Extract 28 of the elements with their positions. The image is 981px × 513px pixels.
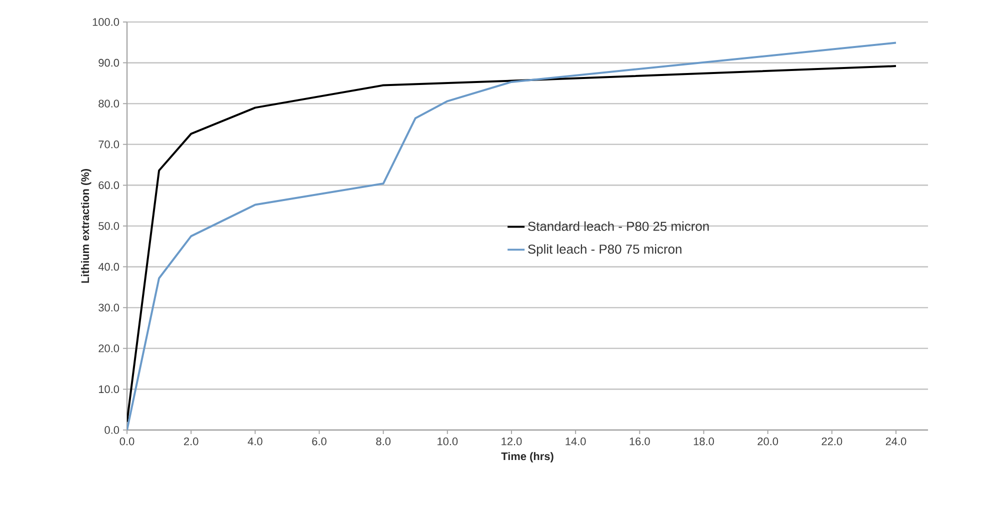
- y-tick-label: 100.0: [92, 18, 120, 26]
- y-tick-label: 90.0: [98, 58, 120, 67]
- y-tick-label: 60.0: [98, 181, 120, 190]
- y-tick-label: 40.0: [98, 262, 120, 271]
- x-tick-label: 6.0: [312, 438, 326, 446]
- y-tick-label: 0.0: [104, 426, 120, 434]
- x-tick-label: 20.0: [758, 438, 778, 446]
- legend-label: Split leach - P80 75 micron: [528, 244, 682, 256]
- x-tick-label: 16.0: [630, 438, 650, 446]
- y-tick-label: 30.0: [98, 304, 120, 312]
- x-tick-label: 18.0: [694, 438, 714, 446]
- x-tick-label: 14.0: [566, 438, 586, 446]
- y-tick-label: 70.0: [98, 140, 120, 148]
- legend-label: Standard leach - P80 25 micron: [528, 221, 709, 231]
- x-tick-label: 0.0: [120, 438, 134, 446]
- y-tick-label: 20.0: [98, 344, 120, 352]
- y-tick-label: 50.0: [98, 222, 120, 230]
- x-tick-label: 22.0: [822, 438, 842, 446]
- x-tick-label: 4.0: [248, 438, 262, 446]
- x-tick-label: 8.0: [376, 438, 390, 446]
- y-tick-label: 80.0: [98, 100, 120, 108]
- x-tick-label: 10.0: [438, 438, 458, 446]
- x-tick-label: 24.0: [886, 438, 906, 446]
- x-tick-label: 12.0: [502, 438, 522, 446]
- x-tick-label: 2.0: [184, 438, 198, 446]
- y-tick-label: 10.0: [98, 385, 120, 394]
- x-axis-title: Time (hrs): [501, 452, 554, 462]
- y-axis-title: Lithium extraction (%): [81, 169, 92, 283]
